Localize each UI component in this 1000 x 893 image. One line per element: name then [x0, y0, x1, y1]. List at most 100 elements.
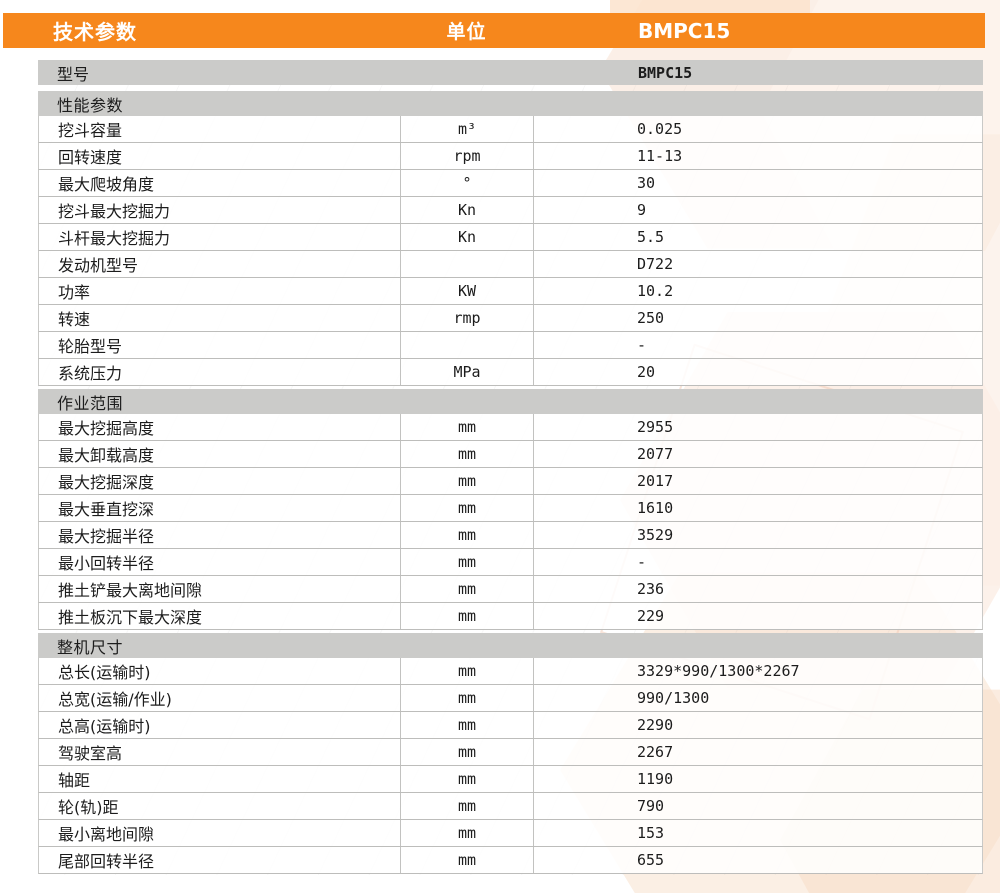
spec-unit: KW	[401, 278, 534, 304]
spec-value: 153	[637, 824, 665, 842]
spec-unit: rmp	[401, 305, 534, 331]
spec-value: 2290	[637, 716, 674, 734]
table-header-bar: 技术参数 单位 BMPC15	[3, 13, 985, 48]
spec-row: 最大挖掘半径 mm 3529	[38, 522, 983, 549]
spec-row: 挖斗容量 m³ 0.025	[38, 116, 983, 143]
spec-value: 1190	[637, 770, 674, 788]
spec-row: 功率 KW 10.2	[38, 278, 983, 305]
spec-value: 20	[637, 363, 656, 381]
header-param-label: 技术参数	[53, 20, 137, 44]
spec-unit: Kn	[401, 224, 534, 250]
spec-name: 轮胎型号	[39, 332, 401, 358]
model-row: 型号 BMPC15	[38, 60, 983, 85]
spec-value: 2077	[637, 445, 674, 463]
spec-name: 总高(运输时)	[39, 712, 401, 738]
spec-row: 最大挖掘深度 mm 2017	[38, 468, 983, 495]
spec-value: 236	[637, 580, 665, 598]
spec-name: 最大挖掘半径	[39, 522, 401, 548]
spec-row: 回转速度 rpm 11-13	[38, 143, 983, 170]
spec-name: 轮(轨)距	[39, 793, 401, 819]
section-header: 作业范围	[38, 389, 983, 414]
spec-row: 轮胎型号 -	[38, 332, 983, 359]
spec-name: 推土铲最大离地间隙	[39, 576, 401, 602]
spec-unit: mm	[401, 712, 534, 738]
spec-unit: mm	[401, 414, 534, 440]
spec-name: 最大垂直挖深	[39, 495, 401, 521]
spec-value: 655	[637, 851, 665, 869]
spec-value: 3329*990/1300*2267	[637, 662, 800, 680]
spec-value: 250	[637, 309, 665, 327]
spec-value: 11-13	[637, 147, 683, 165]
spec-name: 发动机型号	[39, 251, 401, 277]
spec-value: 10.2	[637, 282, 674, 300]
spec-value: 3529	[637, 526, 674, 544]
spec-name: 尾部回转半径	[39, 847, 401, 873]
model-row-value: BMPC15	[638, 63, 693, 82]
spec-row: 最大卸载高度 mm 2077	[38, 441, 983, 468]
spec-value: 990/1300	[637, 689, 710, 707]
spec-row: 轴距 mm 1190	[38, 766, 983, 793]
spec-unit: m³	[401, 116, 534, 142]
spec-row: 最大爬坡角度 ° 30	[38, 170, 983, 197]
section-header: 性能参数	[38, 91, 983, 116]
spec-name: 最小离地间隙	[39, 820, 401, 846]
spec-value: 2267	[637, 743, 674, 761]
spec-name: 推土板沉下最大深度	[39, 603, 401, 629]
spec-value: 1610	[637, 499, 674, 517]
spec-unit: °	[401, 170, 534, 196]
spec-row: 最小回转半径 mm -	[38, 549, 983, 576]
spec-row: 推土铲最大离地间隙 mm 236	[38, 576, 983, 603]
spec-row: 最大挖掘高度 mm 2955	[38, 414, 983, 441]
spec-value: 5.5	[637, 228, 665, 246]
spec-name: 最小回转半径	[39, 549, 401, 575]
spec-row: 尾部回转半径 mm 655	[38, 847, 983, 874]
header-model-label: BMPC15	[638, 18, 731, 43]
spec-value: 30	[637, 174, 656, 192]
spec-row: 发动机型号 D722	[38, 251, 983, 278]
spec-name: 系统压力	[39, 359, 401, 385]
section-header: 整机尺寸	[38, 633, 983, 658]
spec-row: 转速 rmp 250	[38, 305, 983, 332]
spec-unit: mm	[401, 793, 534, 819]
spec-unit: mm	[401, 549, 534, 575]
spec-name: 挖斗容量	[39, 116, 401, 142]
spec-name: 挖斗最大挖掘力	[39, 197, 401, 223]
spec-unit: mm	[401, 766, 534, 792]
spec-unit: rpm	[401, 143, 534, 169]
spec-name: 最大爬坡角度	[39, 170, 401, 196]
spec-row: 总宽(运输/作业) mm 990/1300	[38, 685, 983, 712]
spec-row: 系统压力 MPa 20	[38, 359, 983, 386]
spec-name: 功率	[39, 278, 401, 304]
spec-value: -	[637, 553, 647, 571]
spec-value: 229	[637, 607, 665, 625]
spec-unit: mm	[401, 441, 534, 467]
spec-unit: mm	[401, 820, 534, 846]
spec-row: 斗杆最大挖掘力 Kn 5.5	[38, 224, 983, 251]
spec-unit: mm	[401, 685, 534, 711]
spec-name: 驾驶室高	[39, 739, 401, 765]
spec-row: 轮(轨)距 mm 790	[38, 793, 983, 820]
spec-value: 790	[637, 797, 665, 815]
spec-name: 斗杆最大挖掘力	[39, 224, 401, 250]
spec-value: 9	[637, 201, 647, 219]
spec-name: 转速	[39, 305, 401, 331]
spec-value: 2955	[637, 418, 674, 436]
spec-value: 0.025	[637, 120, 683, 138]
header-unit-label: 单位	[446, 21, 487, 43]
spec-unit: mm	[401, 658, 534, 684]
spec-name: 最大挖掘深度	[39, 468, 401, 494]
spec-unit: mm	[401, 739, 534, 765]
spec-name: 轴距	[39, 766, 401, 792]
spec-unit: mm	[401, 468, 534, 494]
spec-name: 总宽(运输/作业)	[39, 685, 401, 711]
spec-row: 总长(运输时) mm 3329*990/1300*2267	[38, 658, 983, 685]
model-row-label: 型号	[57, 64, 90, 84]
spec-row: 挖斗最大挖掘力 Kn 9	[38, 197, 983, 224]
spec-row: 总高(运输时) mm 2290	[38, 712, 983, 739]
spec-name: 最大挖掘高度	[39, 414, 401, 440]
spec-value: 2017	[637, 472, 674, 490]
spec-unit	[401, 332, 534, 358]
spec-unit	[401, 251, 534, 277]
spec-row: 最大垂直挖深 mm 1610	[38, 495, 983, 522]
spec-unit: MPa	[401, 359, 534, 385]
